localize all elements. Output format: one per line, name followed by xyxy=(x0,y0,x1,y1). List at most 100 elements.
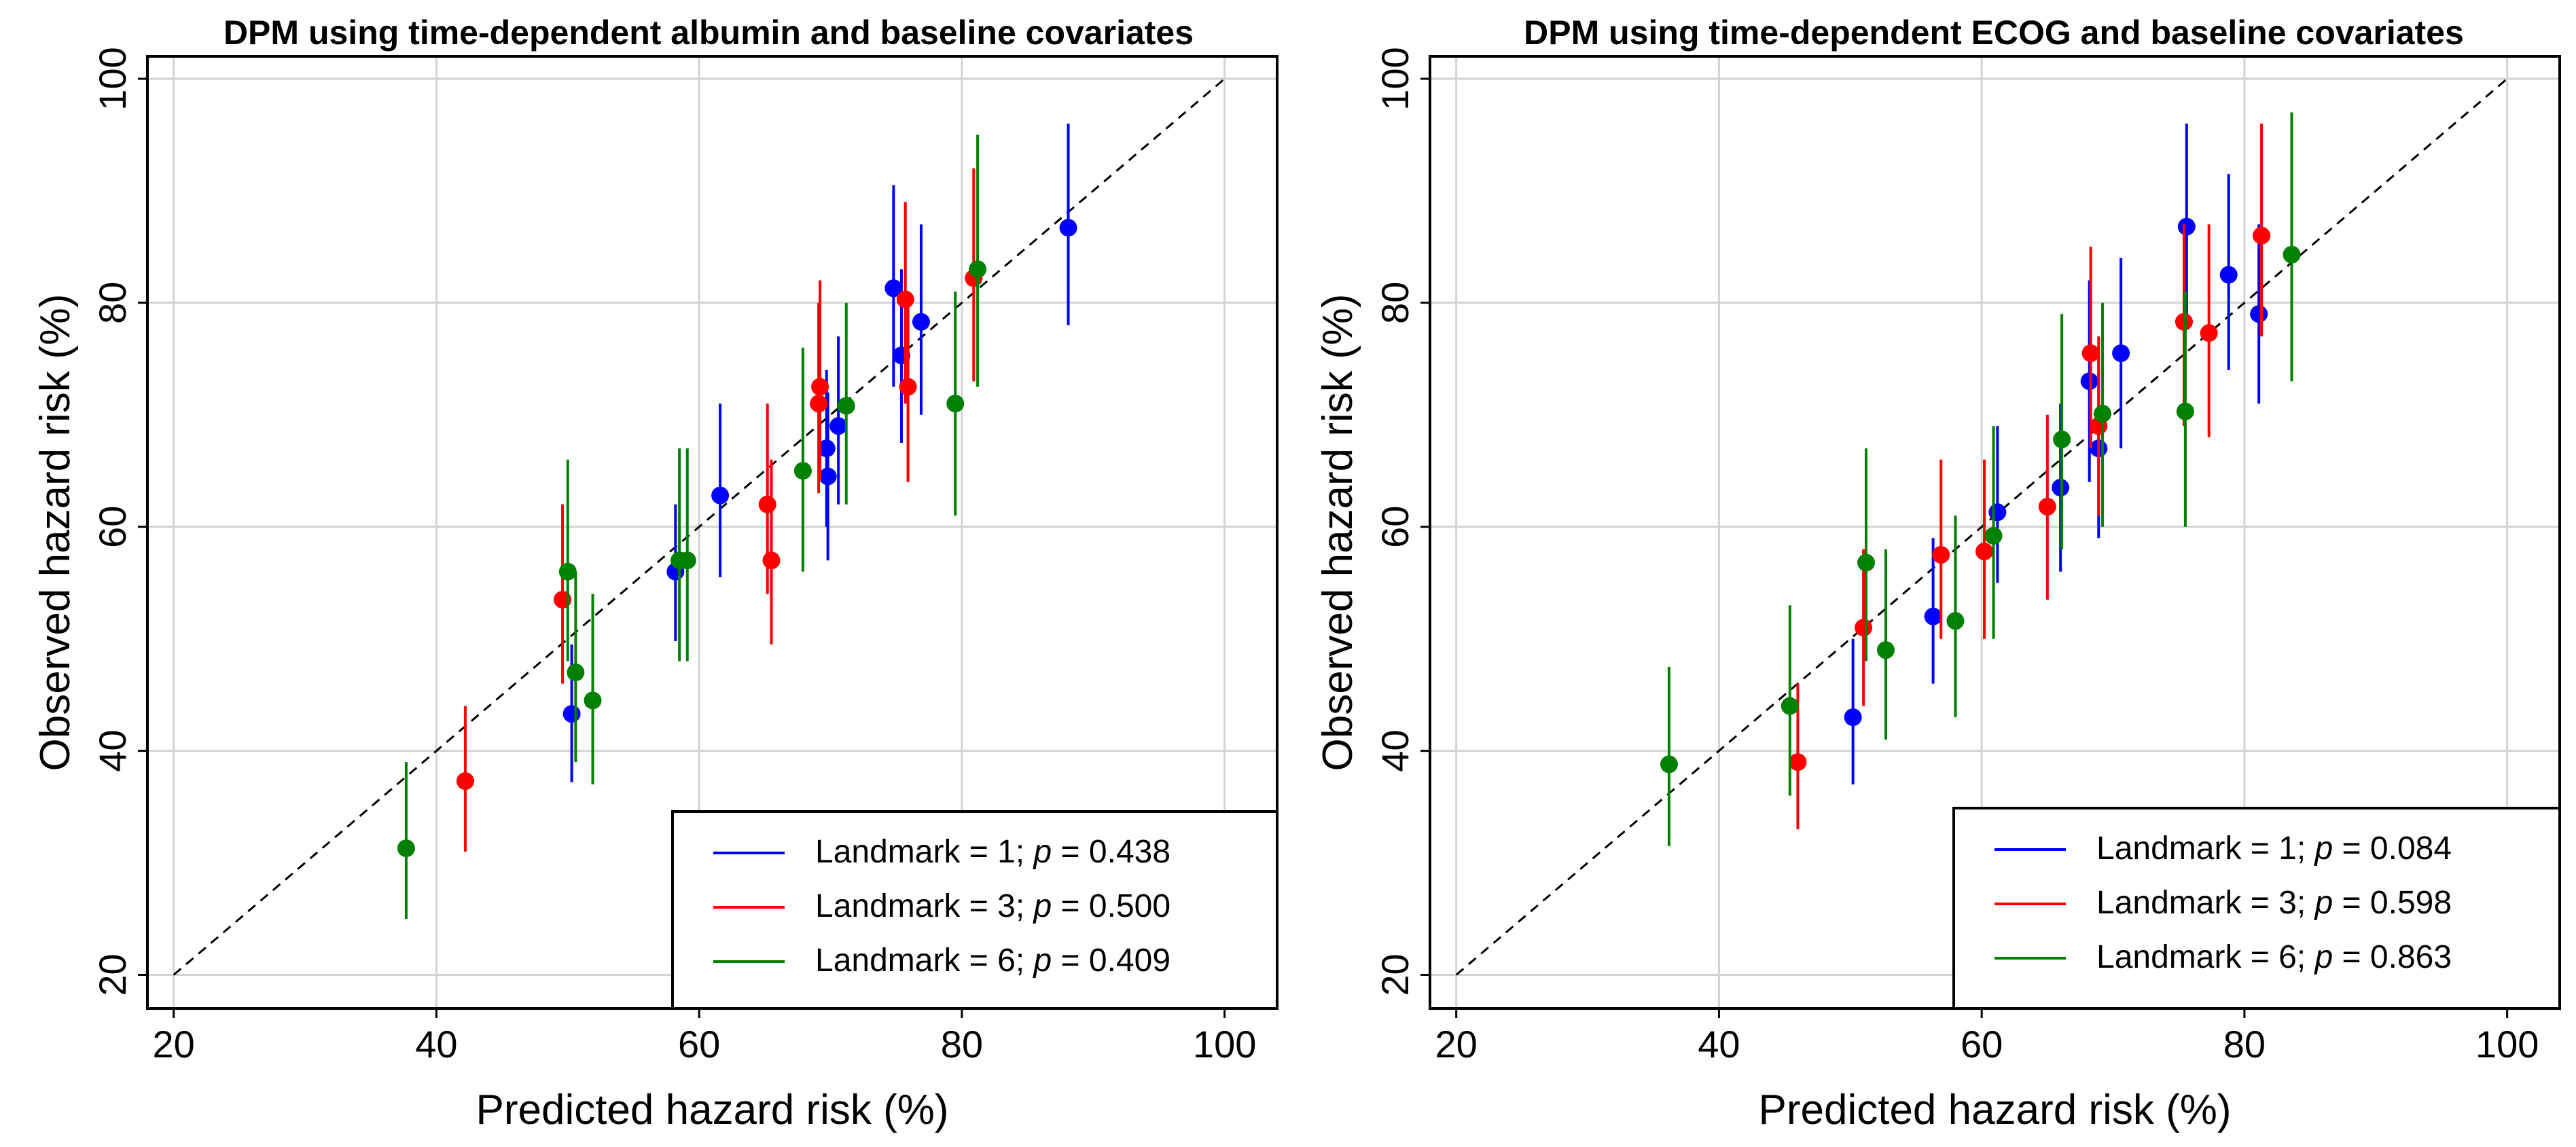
legend-entry: Landmark = 1; p = 0.438 xyxy=(815,834,1170,870)
y-tick-label: 20 xyxy=(1374,953,1416,996)
chart-title: DPM using time-dependent ECOG and baseli… xyxy=(1524,14,2464,52)
legend-p-symbol: p xyxy=(2314,831,2333,867)
x-tick-label: 40 xyxy=(415,1023,457,1066)
x-tick-label: 60 xyxy=(678,1023,720,1066)
series-1 xyxy=(1844,123,2268,785)
legend-p-value: = 0.084 xyxy=(2333,831,2452,867)
legend-p-value: = 0.409 xyxy=(1052,943,1170,979)
legend: Landmark = 1; p = 0.438 Landmark = 3; p =… xyxy=(671,810,1278,1010)
data-point xyxy=(969,260,987,278)
data-point xyxy=(1975,543,1994,561)
chart-title: DPM using time-dependent albumin and bas… xyxy=(223,14,1194,52)
reference-diagonal-line xyxy=(173,77,1226,976)
data-point xyxy=(762,551,781,570)
data-point xyxy=(2283,245,2301,263)
data-point xyxy=(1789,753,1807,771)
data-point xyxy=(456,772,474,790)
data-point xyxy=(711,486,730,505)
data-point xyxy=(562,705,581,723)
y-tick-label: 100 xyxy=(1374,47,1416,110)
y-tick-label: 40 xyxy=(1374,729,1416,771)
data-point xyxy=(1781,697,1799,715)
data-point xyxy=(946,395,965,413)
legend-entry: Landmark = 3; p = 0.500 xyxy=(815,888,1170,924)
data-point xyxy=(2219,266,2238,284)
y-tick-label: 60 xyxy=(1374,506,1416,548)
data-point xyxy=(1932,545,1950,564)
x-tick-label: 20 xyxy=(153,1023,195,1066)
y-axis-label: Observed hazard risk (%) xyxy=(1314,294,1361,771)
data-point xyxy=(1984,526,2003,545)
y-axis-label: Observed hazard risk (%) xyxy=(32,294,79,771)
x-axis-label: Predicted hazard risk (%) xyxy=(476,1087,948,1133)
legend-p-value: = 0.598 xyxy=(2333,885,2452,921)
data-point xyxy=(2253,226,2271,244)
x-tick-label: 80 xyxy=(2223,1023,2266,1066)
data-point xyxy=(817,439,836,458)
data-point xyxy=(758,495,776,513)
data-point xyxy=(2094,405,2112,423)
data-point xyxy=(837,397,855,415)
data-point xyxy=(558,562,577,581)
x-tick-label: 80 xyxy=(941,1023,983,1066)
chart-panel-1: 20 40 60 80 100 20 40 60 80 100 DPM using time-dep… xyxy=(32,14,1278,1133)
x-tick-label: 60 xyxy=(1961,1023,2003,1066)
reference-diagonal-line xyxy=(1455,77,2508,976)
data-point xyxy=(1660,755,1678,773)
y-tick-label: 20 xyxy=(91,953,134,996)
data-point xyxy=(2038,498,2056,516)
legend-p-symbol: p xyxy=(1033,888,1052,924)
data-point xyxy=(1988,503,2007,522)
chart-panel-2: 20 40 60 80 100 20 40 60 80 100 DPM using time-dep… xyxy=(1314,14,2561,1133)
legend-box xyxy=(1952,807,2561,1010)
legend-entry: Landmark = 6; p = 0.863 xyxy=(2096,939,2452,975)
series-3 xyxy=(1660,112,2301,846)
x-tick-label: 100 xyxy=(2475,1023,2539,1066)
legend-p-symbol: p xyxy=(1033,834,1052,870)
series-2 xyxy=(456,168,983,852)
data-point xyxy=(896,290,914,308)
series-3 xyxy=(397,134,987,920)
data-point xyxy=(884,279,903,297)
data-point xyxy=(567,663,585,682)
y-tick-label: 60 xyxy=(91,506,134,548)
x-tick-label: 20 xyxy=(1435,1023,1478,1066)
legend-p-symbol: p xyxy=(2314,939,2333,975)
data-point xyxy=(899,378,917,396)
y-tick-label: 80 xyxy=(1374,282,1416,324)
x-tick-label: 40 xyxy=(1698,1023,1740,1066)
legend-box xyxy=(671,810,1278,1010)
legend-p-symbol: p xyxy=(2314,885,2333,921)
legend-p-value: = 0.438 xyxy=(1052,834,1170,870)
legend-p-value: = 0.500 xyxy=(1052,888,1170,924)
x-tick-label: 100 xyxy=(1193,1023,1256,1066)
data-point xyxy=(810,395,828,413)
data-point xyxy=(397,839,415,858)
x-axis-label: Predicted hazard risk (%) xyxy=(1758,1087,2231,1133)
legend-entry: Landmark = 3; p = 0.598 xyxy=(2096,885,2452,921)
data-point xyxy=(1857,553,1875,572)
data-point xyxy=(793,462,812,480)
data-point xyxy=(2112,344,2130,363)
data-point xyxy=(678,551,696,570)
data-point xyxy=(1877,641,1895,659)
data-point xyxy=(1059,219,1077,237)
data-point xyxy=(1946,612,1965,630)
y-tick-label: 80 xyxy=(91,282,134,324)
data-point xyxy=(2053,431,2071,449)
data-point xyxy=(1844,708,1862,727)
legend-p-symbol: p xyxy=(1033,943,1052,979)
data-point xyxy=(2177,217,2196,236)
y-tick-label: 100 xyxy=(91,47,134,110)
data-point xyxy=(1924,607,1942,625)
data-point xyxy=(2200,324,2218,342)
legend-entry: Landmark = 1; p = 0.084 xyxy=(2096,831,2452,867)
data-point xyxy=(2250,305,2268,323)
legend: Landmark = 1; p = 0.084 Landmark = 3; p =… xyxy=(1952,807,2561,1010)
legend-entry: Landmark = 6; p = 0.409 xyxy=(815,943,1170,979)
data-point xyxy=(2176,402,2194,420)
series-2 xyxy=(1789,123,2271,830)
data-point xyxy=(912,312,930,331)
data-point xyxy=(584,691,602,710)
